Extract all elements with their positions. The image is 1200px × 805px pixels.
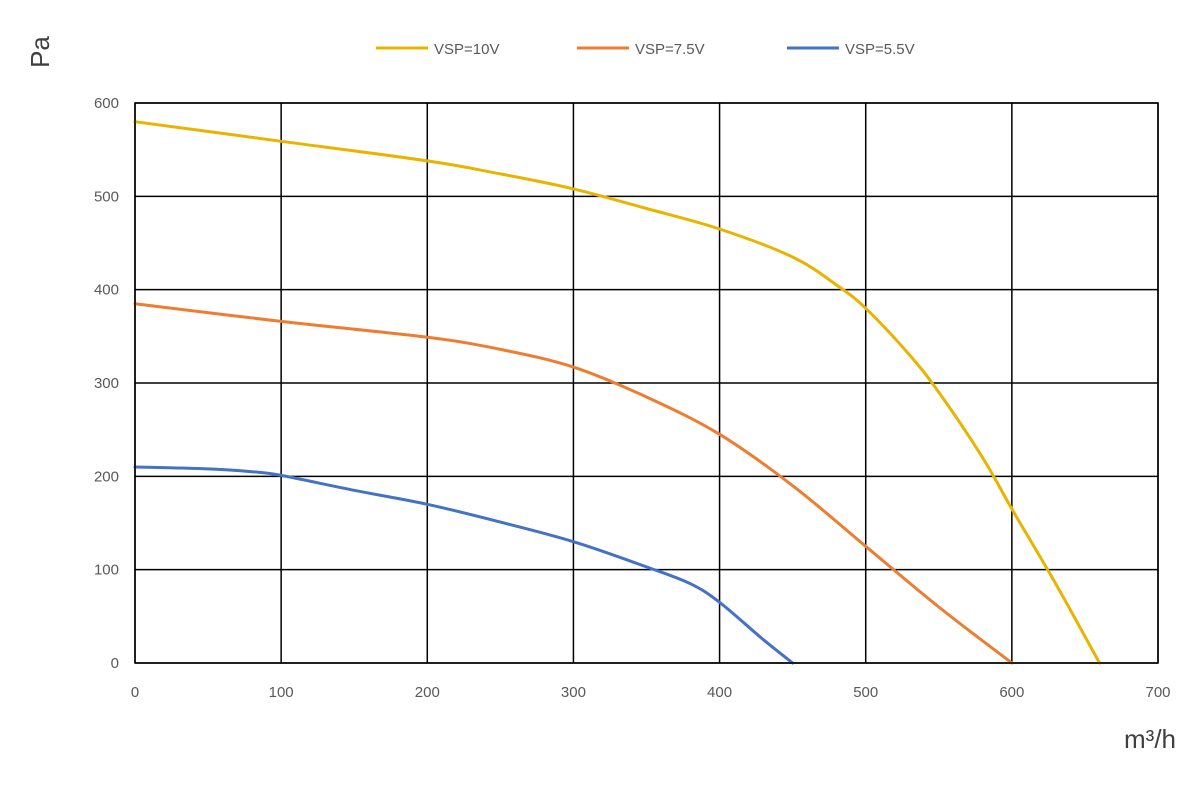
grid-lines [134, 102, 1159, 664]
series-lines [133, 120, 1101, 665]
y-tick-label: 400 [94, 282, 119, 299]
y-tick-label: 300 [94, 375, 119, 392]
y-tick-label: 100 [94, 562, 119, 579]
legend: VSP=10V VSP=7.5V VSP=5.5V [376, 41, 915, 58]
plot-area-frame [134, 102, 1159, 664]
x-tick-label: 600 [999, 684, 1024, 701]
x-axis-ticks: 0 100 200 300 400 500 600 700 [131, 684, 1171, 701]
x-tick-label: 500 [853, 684, 878, 701]
series-line-1 [133, 120, 1101, 665]
x-tick-label: 200 [415, 684, 440, 701]
x-axis-title: m³/h [1124, 724, 1176, 754]
y-axis-title: Pa [25, 36, 55, 68]
y-tick-label: 600 [94, 95, 119, 112]
series-line-2 [133, 302, 1014, 665]
legend-label-1: VSP=10V [434, 41, 499, 58]
legend-label-3: VSP=5.5V [845, 41, 915, 58]
series-line-3 [133, 465, 795, 665]
legend-label-2: VSP=7.5V [635, 41, 705, 58]
y-axis-ticks: 0 100 200 300 400 500 600 [94, 95, 119, 672]
y-tick-label: 500 [94, 188, 119, 205]
y-tick-label: 0 [111, 655, 119, 672]
y-tick-label: 200 [94, 468, 119, 485]
x-tick-label: 100 [269, 684, 294, 701]
x-tick-label: 0 [131, 684, 139, 701]
x-tick-label: 400 [707, 684, 732, 701]
x-tick-label: 700 [1145, 684, 1170, 701]
x-tick-label: 300 [561, 684, 586, 701]
